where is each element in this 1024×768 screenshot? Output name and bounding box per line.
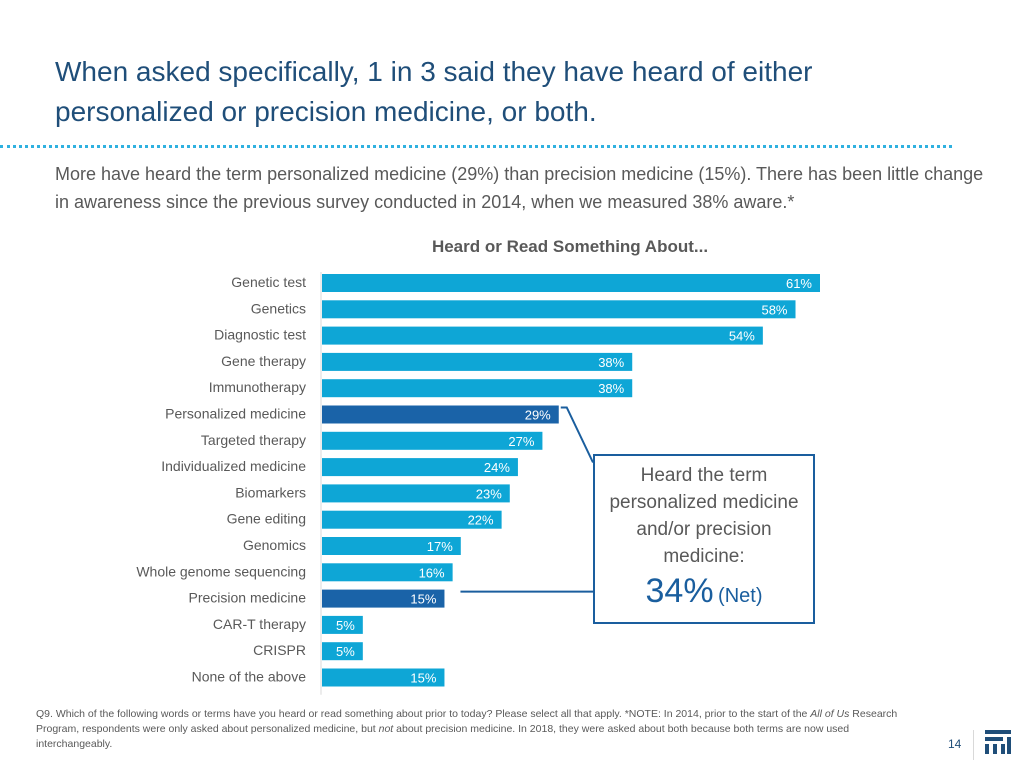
category-label-personalized-medicine: Personalized medicine bbox=[165, 406, 306, 422]
page-title: When asked specifically, 1 in 3 said the… bbox=[55, 56, 813, 127]
category-label-whole-genome-sequencing: Whole genome sequencing bbox=[136, 563, 306, 579]
category-label-biomarkers: Biomarkers bbox=[235, 484, 306, 500]
net-callout-box: Heard the term personalized medicine and… bbox=[593, 454, 815, 624]
dotted-divider bbox=[0, 145, 952, 148]
value-label-targeted-therapy: 27% bbox=[508, 434, 534, 449]
value-label-genomics: 17% bbox=[427, 539, 453, 554]
footnote-text-2: Research Program, respondents were only … bbox=[36, 708, 898, 735]
bar-immunotherapy bbox=[322, 379, 633, 398]
category-label-gene-therapy: Gene therapy bbox=[221, 353, 306, 369]
category-label-genetics: Genetics bbox=[251, 300, 306, 316]
category-label-none-of-the-above: None of the above bbox=[192, 669, 307, 685]
category-label-car-t-therapy: CAR-T therapy bbox=[213, 616, 306, 632]
bar-genetic-test bbox=[322, 274, 820, 292]
category-label-diagnostic-test: Diagnostic test bbox=[214, 327, 306, 343]
connector-line-personalized bbox=[560, 406, 594, 463]
callout-net-label: (Net) bbox=[718, 585, 763, 607]
category-label-genomics: Genomics bbox=[243, 537, 306, 553]
value-label-personalized-medicine: 29% bbox=[525, 408, 551, 423]
category-label-individualized-medicine: Individualized medicine bbox=[161, 458, 306, 474]
value-label-gene-editing: 22% bbox=[468, 513, 494, 528]
bar-crispr bbox=[322, 642, 363, 661]
bar-individualized-medicine bbox=[322, 458, 518, 477]
bar-precision-medicine bbox=[322, 589, 445, 608]
value-label-car-t-therapy: 5% bbox=[336, 618, 355, 633]
value-label-diagnostic-test: 54% bbox=[729, 329, 755, 344]
category-label-immunotherapy: Immunotherapy bbox=[209, 379, 306, 395]
logo-icon bbox=[985, 730, 1011, 754]
page-number: 14 bbox=[948, 737, 962, 751]
bar-targeted-therapy bbox=[322, 431, 543, 450]
footnote: Q9. Which of the following words or term… bbox=[36, 707, 926, 752]
category-label-gene-editing: Gene editing bbox=[227, 511, 306, 527]
value-label-genetic-test: 61% bbox=[786, 276, 812, 291]
bar-personalized-medicine bbox=[322, 405, 559, 424]
bar-none-of-the-above bbox=[322, 668, 445, 687]
value-label-immunotherapy: 38% bbox=[598, 381, 624, 396]
bar-genetics bbox=[322, 300, 796, 319]
bar-diagnostic-test bbox=[322, 326, 763, 345]
bar-gene-therapy bbox=[322, 352, 633, 371]
category-label-targeted-therapy: Targeted therapy bbox=[201, 432, 306, 448]
footnote-emphasis-2: not bbox=[378, 723, 394, 735]
subtitle: More have heard the term personalized me… bbox=[55, 164, 984, 212]
chart-title: Heard or Read Something About... bbox=[431, 237, 709, 256]
footnote-text-1: Q9. Which of the following words or term… bbox=[36, 708, 811, 720]
category-label-genetic-test: Genetic test bbox=[231, 274, 306, 290]
value-label-biomarkers: 23% bbox=[476, 486, 502, 501]
callout-net-value: 34% bbox=[645, 572, 714, 610]
footnote-emphasis-1: All of Us bbox=[810, 708, 850, 720]
category-label-precision-medicine: Precision medicine bbox=[189, 590, 307, 606]
bar-genomics bbox=[322, 537, 461, 555]
value-label-crispr: 5% bbox=[336, 644, 355, 659]
callout-text: Heard the term personalized medicine and… bbox=[609, 465, 799, 567]
value-label-precision-medicine: 15% bbox=[410, 592, 436, 607]
value-label-gene-therapy: 38% bbox=[598, 355, 624, 370]
bar-biomarkers bbox=[322, 484, 510, 503]
category-label-crispr: CRISPR bbox=[253, 642, 306, 658]
bar-whole-genome-sequencing bbox=[322, 563, 453, 582]
callout-net: 34% (Net) bbox=[595, 572, 813, 611]
bar-gene-editing bbox=[322, 510, 502, 529]
value-label-whole-genome-sequencing: 16% bbox=[419, 565, 445, 580]
footer-separator bbox=[973, 730, 974, 760]
value-label-none-of-the-above: 15% bbox=[410, 671, 436, 686]
bar-car-t-therapy bbox=[322, 615, 363, 634]
value-label-individualized-medicine: 24% bbox=[484, 460, 510, 475]
value-label-genetics: 58% bbox=[761, 302, 787, 317]
footnote-text-3: about precision medicine. In 2018, they … bbox=[36, 723, 850, 750]
